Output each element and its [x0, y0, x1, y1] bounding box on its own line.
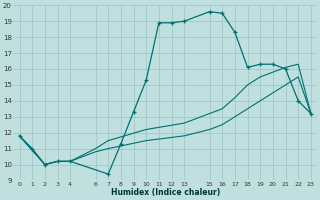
- X-axis label: Humidex (Indice chaleur): Humidex (Indice chaleur): [111, 188, 220, 197]
